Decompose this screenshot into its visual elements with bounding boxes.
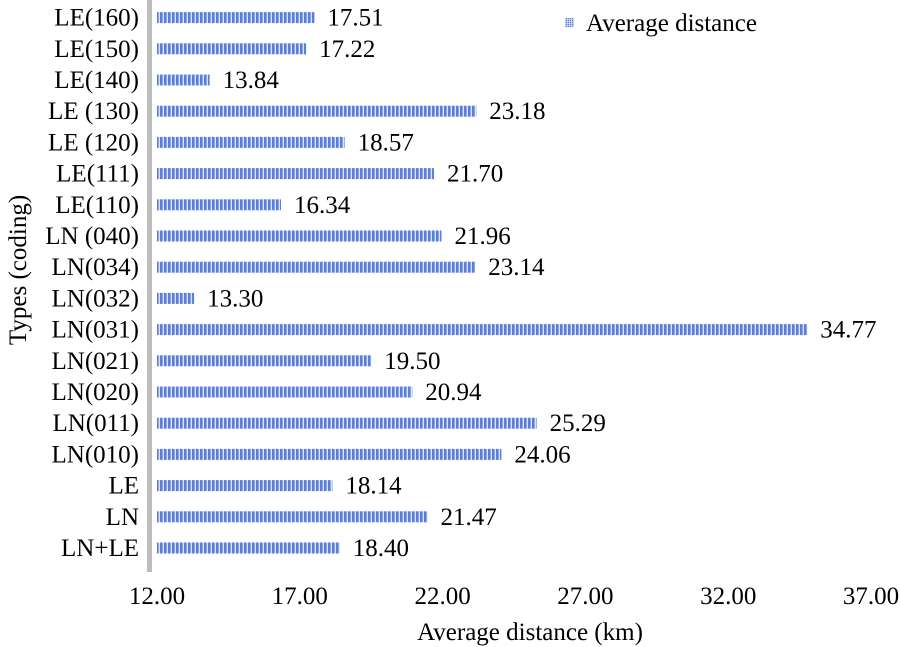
bar [157, 324, 808, 336]
x-tick-label: 37.00 [843, 583, 899, 610]
value-label: 21.47 [441, 504, 497, 531]
x-tick-label: 27.00 [557, 583, 613, 610]
bar [157, 480, 333, 492]
value-label: 23.14 [488, 254, 545, 281]
legend-swatch [565, 18, 574, 27]
bar [157, 542, 340, 554]
bar [157, 105, 477, 117]
value-label: 13.84 [223, 67, 280, 94]
bar [157, 261, 476, 273]
x-tick-label: 17.00 [272, 583, 328, 610]
value-label: 25.29 [550, 410, 606, 437]
legend-label: Average distance [586, 10, 757, 37]
x-tick-labels: 12.00 17.00 22.00 27.00 32.00 37.00 [129, 583, 899, 610]
category-labels: LE(160) LE(150) LE(140) LE (130) LE (120) LE(… [45, 5, 139, 562]
bar [157, 230, 442, 242]
bar [157, 43, 307, 55]
y-axis-title: Types (coding) [5, 195, 32, 345]
category-label: LN+LE [61, 535, 139, 562]
category-label: LN(010) [52, 441, 139, 468]
value-label: 16.34 [294, 192, 351, 219]
category-label: LE [108, 473, 139, 500]
bar [157, 511, 428, 523]
category-label: LN(032) [52, 285, 139, 312]
value-label: 21.70 [447, 161, 503, 188]
bar [157, 292, 195, 304]
bar [157, 386, 413, 398]
category-label: LN (040) [45, 223, 139, 250]
bars-group [157, 12, 808, 554]
category-label: LN(021) [52, 348, 139, 375]
value-label: 17.51 [327, 5, 383, 32]
value-label: 18.40 [353, 535, 409, 562]
category-label: LE(140) [54, 67, 139, 94]
category-label: LE(150) [54, 36, 139, 63]
value-label: 13.30 [207, 285, 263, 312]
x-tick-label: 12.00 [129, 583, 185, 610]
bar [157, 199, 281, 211]
category-label: LN(011) [52, 410, 139, 437]
x-tick-label: 22.00 [414, 583, 470, 610]
bar [157, 136, 345, 148]
value-label: 20.94 [425, 379, 482, 406]
bar [157, 74, 210, 86]
value-label: 24.06 [514, 441, 570, 468]
category-label: LE (120) [48, 129, 139, 156]
category-label: LN(031) [52, 317, 139, 344]
value-label: 21.96 [455, 223, 511, 250]
category-label: LN(034) [52, 254, 139, 281]
bar [157, 12, 315, 24]
category-label: LE(110) [55, 192, 139, 219]
value-label: 18.14 [345, 473, 402, 500]
x-axis-title: Average distance (km) [417, 619, 643, 646]
bar [157, 168, 434, 180]
category-label: LE(111) [56, 161, 139, 188]
legend: Average distance [565, 10, 757, 37]
bar [157, 355, 372, 367]
value-label: 18.57 [358, 129, 414, 156]
category-label: LE (130) [48, 98, 139, 125]
value-labels: 17.51 17.22 13.84 23.18 18.57 21.70 16.34 21.96… [207, 5, 876, 562]
x-tick-label: 32.00 [700, 583, 756, 610]
value-label: 34.77 [820, 317, 876, 344]
y-axis-line [147, 0, 152, 572]
value-label: 23.18 [489, 98, 545, 125]
category-label: LN [106, 504, 139, 531]
value-label: 17.22 [319, 36, 375, 63]
bar [157, 448, 502, 460]
category-label: LN(020) [52, 379, 139, 406]
category-label: LE(160) [54, 5, 139, 32]
bar [157, 417, 537, 429]
value-label: 19.50 [384, 348, 440, 375]
